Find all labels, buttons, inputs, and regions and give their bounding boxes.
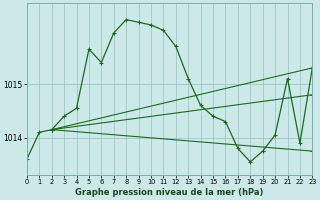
- X-axis label: Graphe pression niveau de la mer (hPa): Graphe pression niveau de la mer (hPa): [76, 188, 264, 197]
